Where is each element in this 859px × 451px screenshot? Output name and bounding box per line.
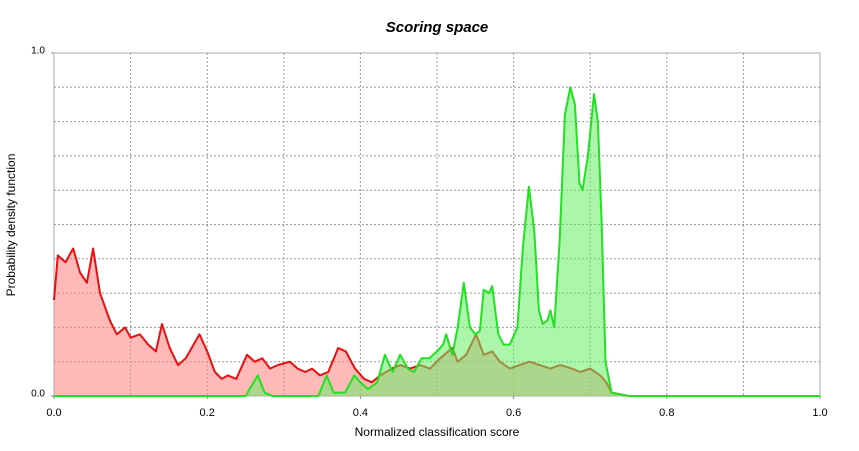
y-tick-label: 1.0 bbox=[31, 46, 45, 57]
x-tick-label: 0.6 bbox=[506, 407, 521, 419]
line bbox=[54, 86, 820, 397]
x-tick-label: 0.8 bbox=[659, 407, 674, 419]
x-tick-label: 0.0 bbox=[46, 407, 61, 419]
x-tick-label: 1.0 bbox=[812, 407, 827, 419]
x-tick-label: 0.4 bbox=[353, 407, 368, 419]
y-axis-label: Probability density function bbox=[4, 154, 18, 297]
x-tick-label: 0.2 bbox=[200, 407, 215, 419]
chart-title: Scoring space bbox=[386, 19, 489, 36]
y-tick-label: 0.0 bbox=[31, 389, 45, 400]
x-axis-label: Normalized classification score bbox=[355, 425, 520, 439]
